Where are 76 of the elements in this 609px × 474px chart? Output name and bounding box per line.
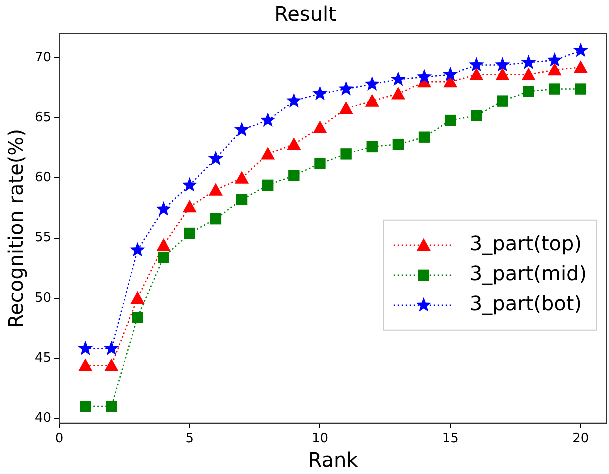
point	[130, 242, 146, 257]
point	[286, 93, 302, 108]
point	[392, 138, 404, 150]
point	[78, 358, 93, 372]
point	[235, 171, 250, 184]
point	[313, 120, 328, 134]
point	[575, 84, 587, 95]
point	[314, 158, 326, 170]
point	[288, 170, 300, 182]
point	[574, 60, 588, 74]
point	[469, 57, 484, 72]
point	[416, 69, 432, 84]
point	[495, 57, 510, 72]
point	[573, 42, 589, 58]
point	[182, 200, 197, 213]
point	[158, 252, 170, 264]
point	[104, 340, 120, 356]
point	[262, 180, 274, 192]
x-tick-label: 0	[55, 432, 64, 447]
point	[132, 312, 144, 324]
y-tick-label: 50	[34, 290, 52, 306]
point	[442, 66, 458, 82]
point	[106, 400, 118, 412]
x-axis-title: Rank	[308, 448, 359, 472]
point	[548, 63, 562, 76]
legend-label: 3_part(top)	[470, 232, 582, 256]
point	[470, 68, 484, 80]
point	[182, 177, 198, 192]
point	[208, 150, 224, 166]
legend-label: 3_part(bot)	[470, 292, 582, 316]
point	[523, 86, 534, 98]
x-tick-label: 15	[442, 432, 459, 447]
point	[366, 141, 378, 153]
point	[236, 194, 248, 206]
point	[547, 52, 562, 67]
point	[418, 132, 430, 143]
y-tick-label: 45	[34, 350, 52, 366]
point	[522, 68, 536, 80]
point	[471, 110, 482, 122]
point	[287, 138, 302, 150]
x-tick-label: 10	[312, 432, 329, 447]
x-tick-label: 20	[572, 432, 590, 447]
point	[312, 86, 328, 101]
point	[184, 228, 196, 240]
point	[261, 147, 276, 160]
point	[444, 114, 456, 126]
point	[365, 94, 380, 107]
point	[156, 201, 172, 216]
point	[521, 54, 536, 70]
point	[234, 122, 250, 137]
point	[80, 400, 92, 412]
point	[338, 81, 354, 96]
point	[390, 72, 406, 86]
point	[130, 291, 145, 304]
point	[210, 213, 222, 225]
point	[496, 68, 510, 80]
point	[549, 84, 560, 95]
y-tick-label: 70	[34, 50, 52, 66]
y-tick-label: 55	[34, 230, 52, 246]
y-axis-title: Recognition rate(%)	[4, 129, 28, 328]
point	[208, 183, 223, 196]
point	[497, 96, 508, 107]
y-tick-label: 40	[34, 410, 52, 426]
chart-title: Result	[274, 2, 337, 26]
y-tick-label: 60	[34, 170, 52, 186]
x-tick-label: 5	[186, 432, 194, 447]
point	[339, 102, 354, 114]
point	[340, 148, 352, 160]
point	[78, 340, 94, 356]
legend-label: 3_part(mid)	[470, 262, 588, 286]
point	[104, 358, 119, 372]
y-tick-label: 65	[34, 110, 52, 126]
point	[364, 76, 380, 91]
point	[156, 238, 171, 252]
point	[260, 112, 276, 128]
point	[391, 87, 406, 100]
